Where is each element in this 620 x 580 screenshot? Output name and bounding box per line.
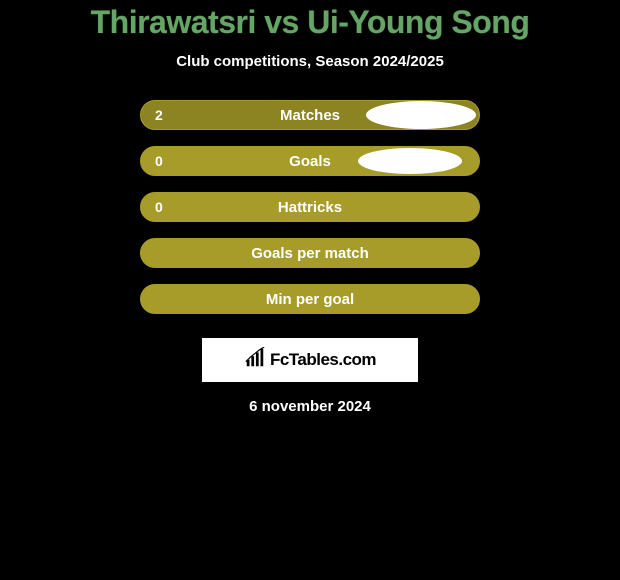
subtitle: Club competitions, Season 2024/2025	[176, 53, 444, 70]
stat-pill: 0Hattricks	[140, 192, 480, 222]
stat-row: Goals per match	[140, 238, 480, 268]
stat-label: Goals	[141, 153, 479, 170]
chart-icon	[244, 347, 266, 374]
brand-footer[interactable]: FcTables.com	[202, 338, 418, 382]
stat-pill: Goals per match	[140, 238, 480, 268]
stat-pill: Min per goal	[140, 284, 480, 314]
page-title: Thirawatsri vs Ui-Young Song	[91, 4, 530, 41]
stat-label: Goals per match	[141, 245, 479, 262]
date-text: 6 november 2024	[249, 398, 371, 415]
comparison-card: Thirawatsri vs Ui-Young Song Club compet…	[0, 0, 620, 415]
stat-rows: 2Matches 0Goals 0Hattricks Goals per match M…	[140, 100, 480, 330]
stat-row: 0Goals	[140, 146, 480, 176]
stat-label: Matches	[141, 107, 479, 124]
stat-row: 2Matches	[140, 100, 480, 130]
stat-row: 0Hattricks	[140, 192, 480, 222]
stat-row: Min per goal	[140, 284, 480, 314]
stat-label: Hattricks	[141, 199, 479, 216]
stat-label: Min per goal	[141, 291, 479, 308]
brand-text: FcTables.com	[270, 350, 376, 370]
